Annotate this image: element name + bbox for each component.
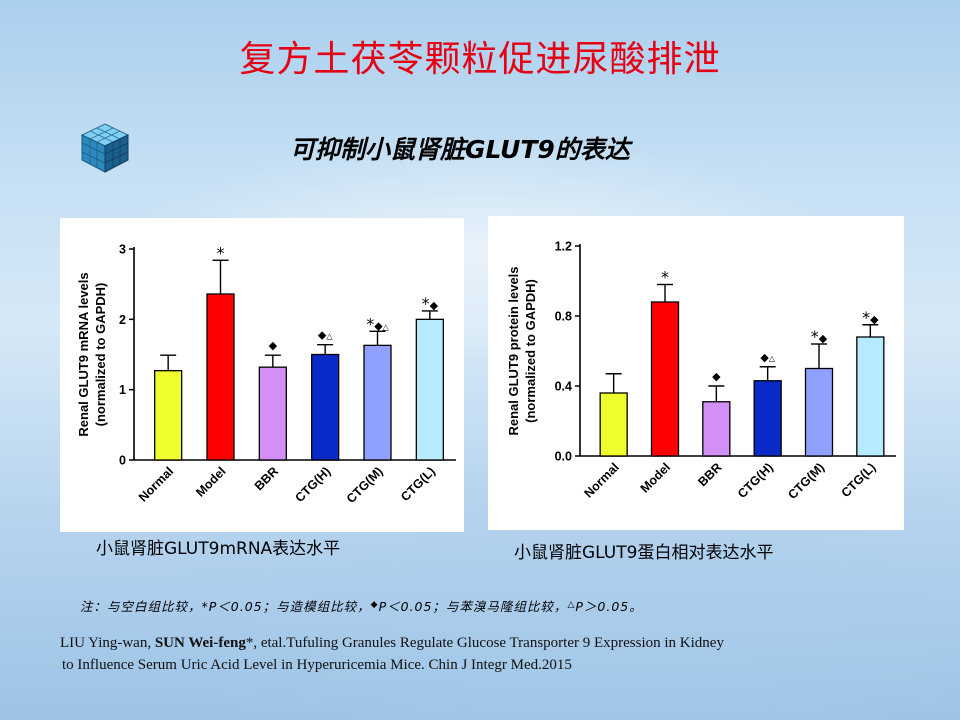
significance-marker: *◆ <box>862 308 879 327</box>
footnote-p2: P＜0.05；与苯溴马隆组比较， <box>378 599 568 614</box>
significance-marker: ◆△ <box>318 329 333 342</box>
bar-model <box>206 293 235 461</box>
bar-bbr <box>702 401 731 457</box>
protein-caption: 小鼠肾脏GLUT9蛋白相对表达水平 <box>514 543 774 563</box>
bar-ctgm <box>363 344 392 461</box>
footnote: 注：与空白组比较，*P＜0.05；与造模组比较，◆P＜0.05；与苯溴马隆组比较… <box>80 596 643 615</box>
bar-model <box>650 301 680 457</box>
y-tick-label: 0.0 <box>555 450 572 464</box>
significance-marker: ◆ <box>712 370 721 383</box>
x-tick-label: CTG(H) <box>735 460 776 501</box>
footnote-prefix: 注：与空白组比较， <box>80 599 202 614</box>
footnote-p3: P＞0.05。 <box>575 599 643 614</box>
x-tick-label: CTG(M) <box>785 460 827 502</box>
y-tick-label: 0.4 <box>555 380 572 394</box>
x-tick-label: CTG(L) <box>398 464 438 504</box>
x-tick-label: BBR <box>695 460 724 489</box>
x-tick-label: Normal <box>136 464 176 504</box>
significance-marker: *◆ <box>811 327 828 346</box>
y-tick-label: 3 <box>119 243 126 257</box>
significance-marker: *◆△ <box>366 314 389 333</box>
reference-citation: LIU Ying-wan, SUN Wei-feng*, etal.Tufuli… <box>60 632 920 676</box>
mrna-chart-panel: Renal GLUT9 mRNA levels (normalized to GA… <box>60 218 464 532</box>
reference-authors-b: SUN Wei-feng <box>154 635 246 651</box>
x-tick-label: BBR <box>252 464 281 493</box>
triangle-mark: △ <box>567 600 576 610</box>
x-tick-label: CTG(L) <box>839 460 879 500</box>
bar-ctgl <box>856 336 885 457</box>
reference-authors-a: LIU Ying-wan, <box>60 635 155 651</box>
protein-chart-panel: Renal GLUT9 protein levels (normalized to… <box>488 216 904 530</box>
significance-marker: *◆ <box>422 294 439 313</box>
bar-ctgl <box>415 318 444 461</box>
y-axis-label-line: Renal GLUT9 protein levels <box>506 266 521 435</box>
significance-marker: ◆ <box>269 339 278 352</box>
x-tick-label: Model <box>638 460 673 495</box>
significance-marker: * <box>661 268 669 287</box>
slide-subtitle: 可抑制小鼠肾脏GLUT9的表达 <box>290 135 630 164</box>
y-axis-label-line: (normalized to GAPDH) <box>523 279 538 423</box>
y-tick-label: 0.8 <box>555 310 572 324</box>
y-tick-label: 0 <box>119 454 126 468</box>
cube-icon <box>80 123 130 173</box>
bar-ctgh <box>311 353 340 461</box>
bar-ctgm <box>804 367 834 457</box>
mrna-bar-chart: Renal GLUT9 mRNA levels (normalized to GA… <box>76 243 456 506</box>
y-tick-label: 1.2 <box>555 240 572 254</box>
slide-title: 复方土茯苓颗粒促进尿酸排泄 <box>239 39 721 80</box>
bar-bbr <box>258 366 287 461</box>
bar-normal <box>599 392 628 457</box>
bar-normal <box>154 370 183 461</box>
x-tick-label: Model <box>193 464 228 499</box>
reference-authors-c: *, etal.Tufuling Granules Regulate Gluco… <box>245 635 724 651</box>
x-tick-label: Normal <box>581 460 621 500</box>
significance-marker: ◆△ <box>760 351 775 364</box>
y-axis-label-line: (normalized to GAPDH) <box>93 283 108 427</box>
protein-bar-chart: Renal GLUT9 protein levels (normalized to… <box>506 240 896 502</box>
y-axis-label-line: Renal GLUT9 mRNA levels <box>76 272 91 436</box>
footnote-p1: *P＜0.05；与造模组比较， <box>201 599 371 614</box>
x-tick-label: CTG(M) <box>344 464 386 506</box>
significance-marker: * <box>217 243 225 262</box>
reference-line2: to Influence Serum Uric Acid Level in Hy… <box>62 657 572 673</box>
y-tick-label: 2 <box>119 313 126 327</box>
x-tick-label: CTG(H) <box>292 464 333 505</box>
y-tick-label: 1 <box>119 383 126 397</box>
diamond-mark: ◆ <box>370 600 379 610</box>
bar-ctgh <box>753 380 782 457</box>
mrna-caption: 小鼠肾脏GLUT9mRNA表达水平 <box>96 539 341 559</box>
